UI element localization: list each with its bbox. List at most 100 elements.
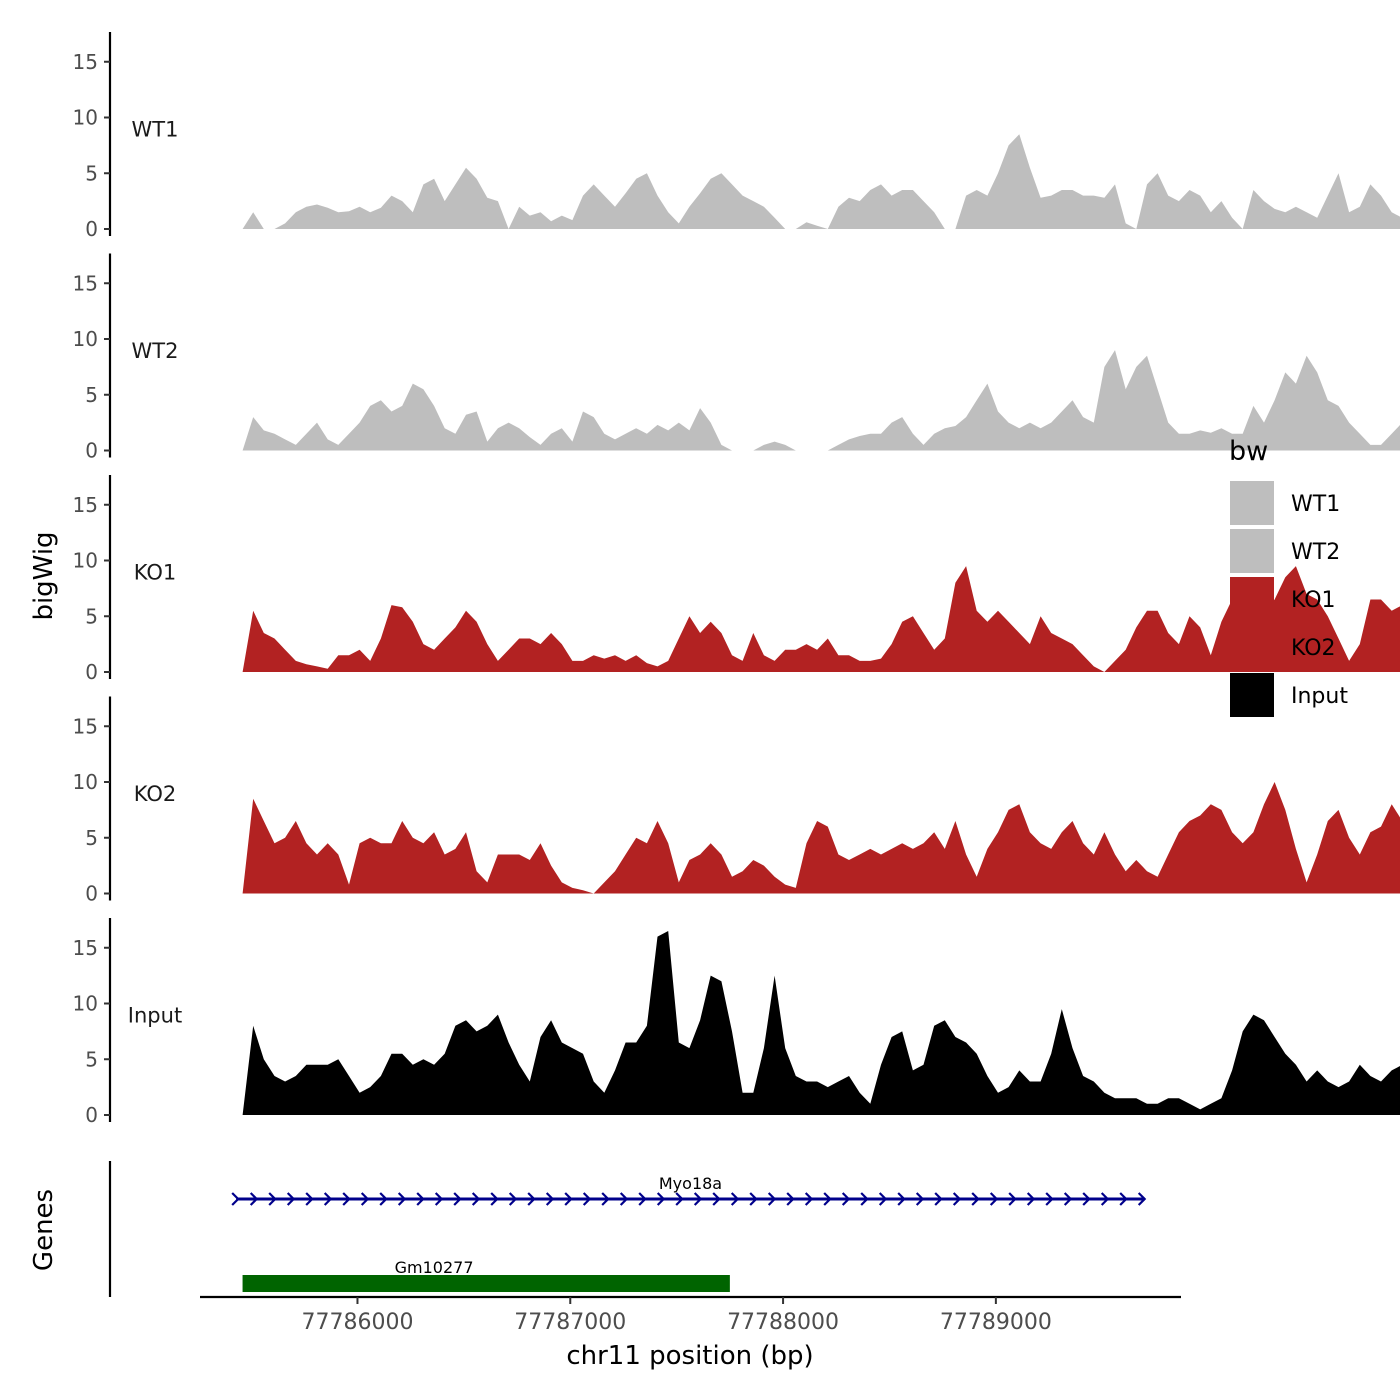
strand-arrow-icon <box>823 1192 832 1206</box>
y-tick-label: 10 <box>73 770 98 794</box>
strand-arrow-icon <box>1100 1192 1110 1206</box>
y-tick-label: 5 <box>85 161 98 185</box>
y-tick-label: 0 <box>85 1103 98 1127</box>
x-tick-label: 77786000 <box>301 1310 413 1335</box>
strand-arrow-icon <box>1119 1192 1128 1206</box>
signal-area-wt1 <box>242 134 1400 229</box>
legend-swatch <box>1230 625 1274 669</box>
track-panel-ko1: 0 5 10 15 KO1 <box>73 475 1400 684</box>
legend-item-ko1: KO1 <box>1230 577 1336 621</box>
genes-axis-title: Genes <box>29 1189 59 1271</box>
track-panel-wt2: 0 5 10 15 WT2 <box>73 253 1400 463</box>
strand-arrow-icon <box>545 1192 555 1206</box>
strand-arrow-icon <box>730 1192 740 1206</box>
strand-arrow-icon <box>286 1192 296 1206</box>
y-tick-label: 10 <box>73 992 98 1016</box>
strand-arrow-icon <box>1026 1192 1036 1206</box>
strand-arrow-icon <box>305 1192 314 1206</box>
x-tick-label: 77787000 <box>514 1310 626 1335</box>
legend-swatch <box>1230 481 1274 525</box>
signal-area-wt2 <box>242 350 1400 451</box>
y-tick-label: 15 <box>73 714 98 738</box>
strand-arrow-icon <box>564 1192 573 1206</box>
strand-arrow-icon <box>323 1192 333 1206</box>
track-label: KO2 <box>134 782 177 806</box>
strand-arrow-icon <box>693 1192 703 1206</box>
strand-arrow-icon <box>804 1192 814 1206</box>
strand-arrow-icon <box>508 1192 518 1206</box>
signal-area-input <box>242 931 1400 1115</box>
x-axis-title: chr11 position (bp) <box>566 1341 813 1371</box>
strand-arrow-icon <box>416 1192 425 1206</box>
strand-arrow-icon <box>915 1192 925 1206</box>
gene-gm10277: Gm10277 <box>242 1258 730 1292</box>
legend-item-ko2: KO2 <box>1230 625 1336 669</box>
gene-label: Gm10277 <box>395 1258 474 1277</box>
track-label: WT2 <box>132 339 179 363</box>
strand-arrow-icon <box>1063 1192 1073 1206</box>
strand-arrow-icon <box>527 1192 536 1206</box>
strand-arrow-icon <box>434 1192 444 1206</box>
legend-swatch <box>1230 577 1274 621</box>
strand-arrow-icon <box>656 1192 666 1206</box>
y-tick-label: 0 <box>85 882 98 906</box>
track-panel-wt1: 0 5 10 15 WT1 <box>73 32 1400 241</box>
strand-arrow-icon <box>1008 1192 1017 1206</box>
y-tick-label: 10 <box>73 106 98 130</box>
y-tick-label: 10 <box>73 549 98 573</box>
y-tick-label: 15 <box>73 936 98 960</box>
strand-arrow-icon <box>360 1192 370 1206</box>
strand-arrow-icon <box>841 1192 851 1206</box>
track-label: WT1 <box>132 117 179 141</box>
signal-area-ko2 <box>242 782 1400 894</box>
strand-arrow-icon <box>490 1192 499 1206</box>
y-tick-label: 0 <box>85 660 98 684</box>
strand-arrow-icon <box>397 1192 407 1206</box>
legend-label: KO1 <box>1291 588 1336 613</box>
strand-arrow-icon <box>379 1192 388 1206</box>
strand-arrow-icon <box>786 1192 795 1206</box>
signal-area-ko1 <box>242 566 1400 672</box>
strand-arrow-icon <box>934 1192 943 1206</box>
x-tick-label: 77789000 <box>940 1310 1052 1335</box>
legend-swatch <box>1230 529 1274 573</box>
track-label: KO1 <box>134 560 177 584</box>
legend-label: Input <box>1291 684 1348 709</box>
legend-item-wt1: WT1 <box>1230 481 1340 525</box>
legend-swatch <box>1230 673 1274 717</box>
strand-arrow-icon <box>601 1192 610 1206</box>
legend-label: WT2 <box>1291 540 1340 565</box>
gene-label: Myo18a <box>659 1174 722 1193</box>
strand-arrow-icon <box>712 1192 721 1206</box>
y-tick-label: 15 <box>73 50 98 74</box>
gene-track: Myo18a Gm10277 <box>108 1161 1147 1297</box>
strand-arrow-icon <box>342 1192 351 1206</box>
strand-arrow-icon <box>619 1192 629 1206</box>
track-panel-input: 0 5 10 15 Input <box>73 918 1400 1127</box>
y-axis-title: bigWig <box>29 531 59 620</box>
track-panel-ko2: 0 5 10 15 KO2 <box>73 696 1400 906</box>
strand-arrow-icon <box>767 1192 777 1206</box>
strand-arrow-icon <box>268 1192 277 1206</box>
legend: bw WT1 WT2 KO1 KO2 Input <box>1229 436 1348 717</box>
strand-arrow-icon <box>952 1192 962 1206</box>
legend-item-wt2: WT2 <box>1230 529 1340 573</box>
y-tick-label: 0 <box>85 439 98 463</box>
gene-myo18a: Myo18a <box>231 1174 1147 1206</box>
strand-arrow-icon <box>971 1192 980 1206</box>
strand-arrow-icon <box>582 1192 592 1206</box>
strand-arrow-icon <box>1137 1192 1147 1206</box>
y-tick-label: 5 <box>85 383 98 407</box>
strand-arrow-icon <box>453 1192 462 1206</box>
strand-arrow-icon <box>989 1192 999 1206</box>
strand-arrow-icon <box>1082 1192 1091 1206</box>
strand-arrow-icon <box>471 1192 481 1206</box>
legend-item-input: Input <box>1230 673 1348 717</box>
x-tick-label: 77788000 <box>727 1310 839 1335</box>
x-axis: 77786000 77787000 77788000 77789000 <box>200 1295 1181 1335</box>
y-tick-label: 15 <box>73 271 98 295</box>
y-tick-label: 15 <box>73 493 98 517</box>
track-label: Input <box>128 1003 182 1027</box>
strand-arrow-icon <box>897 1192 906 1206</box>
